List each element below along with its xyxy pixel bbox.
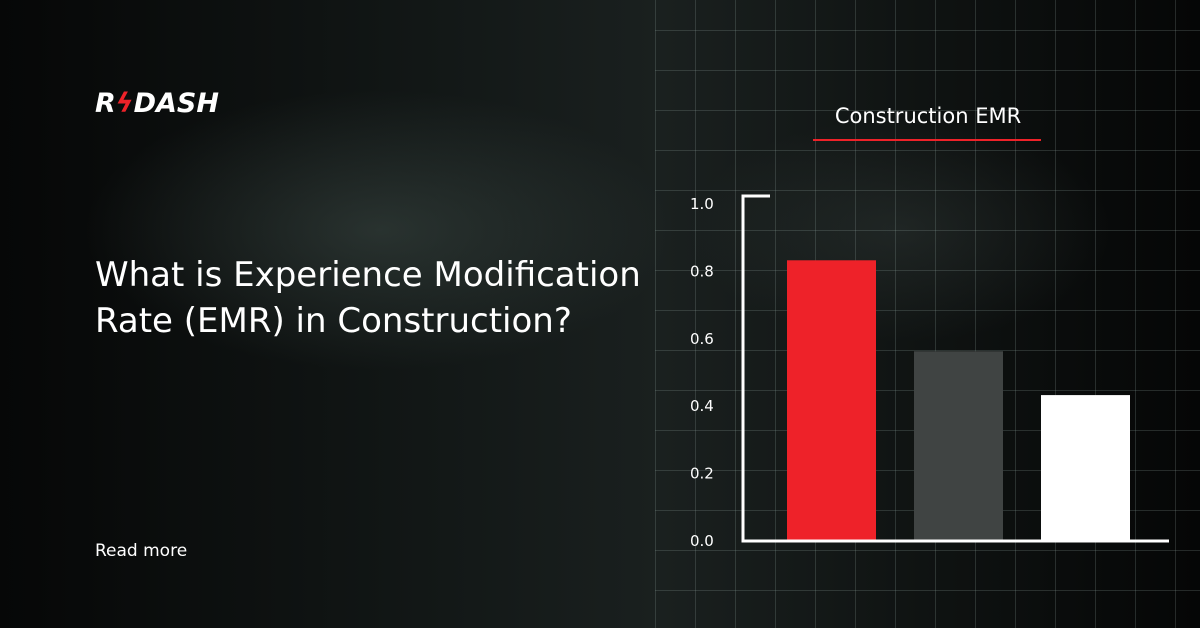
- read-more-link[interactable]: Read more: [95, 541, 188, 561]
- bar-2: [914, 351, 1003, 540]
- y-tick-label: 0.4: [690, 397, 714, 415]
- y-tick-label: 0.2: [690, 465, 714, 483]
- y-tick-label: 1.0: [690, 195, 714, 213]
- y-tick-label: 0.0: [690, 532, 714, 550]
- bar-3: [1041, 395, 1130, 540]
- chart-title-underline: [813, 139, 1041, 141]
- chart-title: Construction EMR: [834, 104, 1022, 128]
- lightning-bolt-icon: ϟ: [115, 88, 134, 119]
- y-tick-label: 0.8: [690, 262, 714, 280]
- y-tick-label: 0.6: [690, 330, 714, 348]
- logo-r: R: [95, 88, 116, 119]
- logo-dash: DASH: [133, 88, 219, 119]
- rdash-logo[interactable]: RϟDASH: [95, 88, 219, 119]
- bar-1: [787, 260, 876, 540]
- headline: What is Experience Modification Rate (EM…: [95, 255, 641, 341]
- chart-axes: [741, 194, 1169, 543]
